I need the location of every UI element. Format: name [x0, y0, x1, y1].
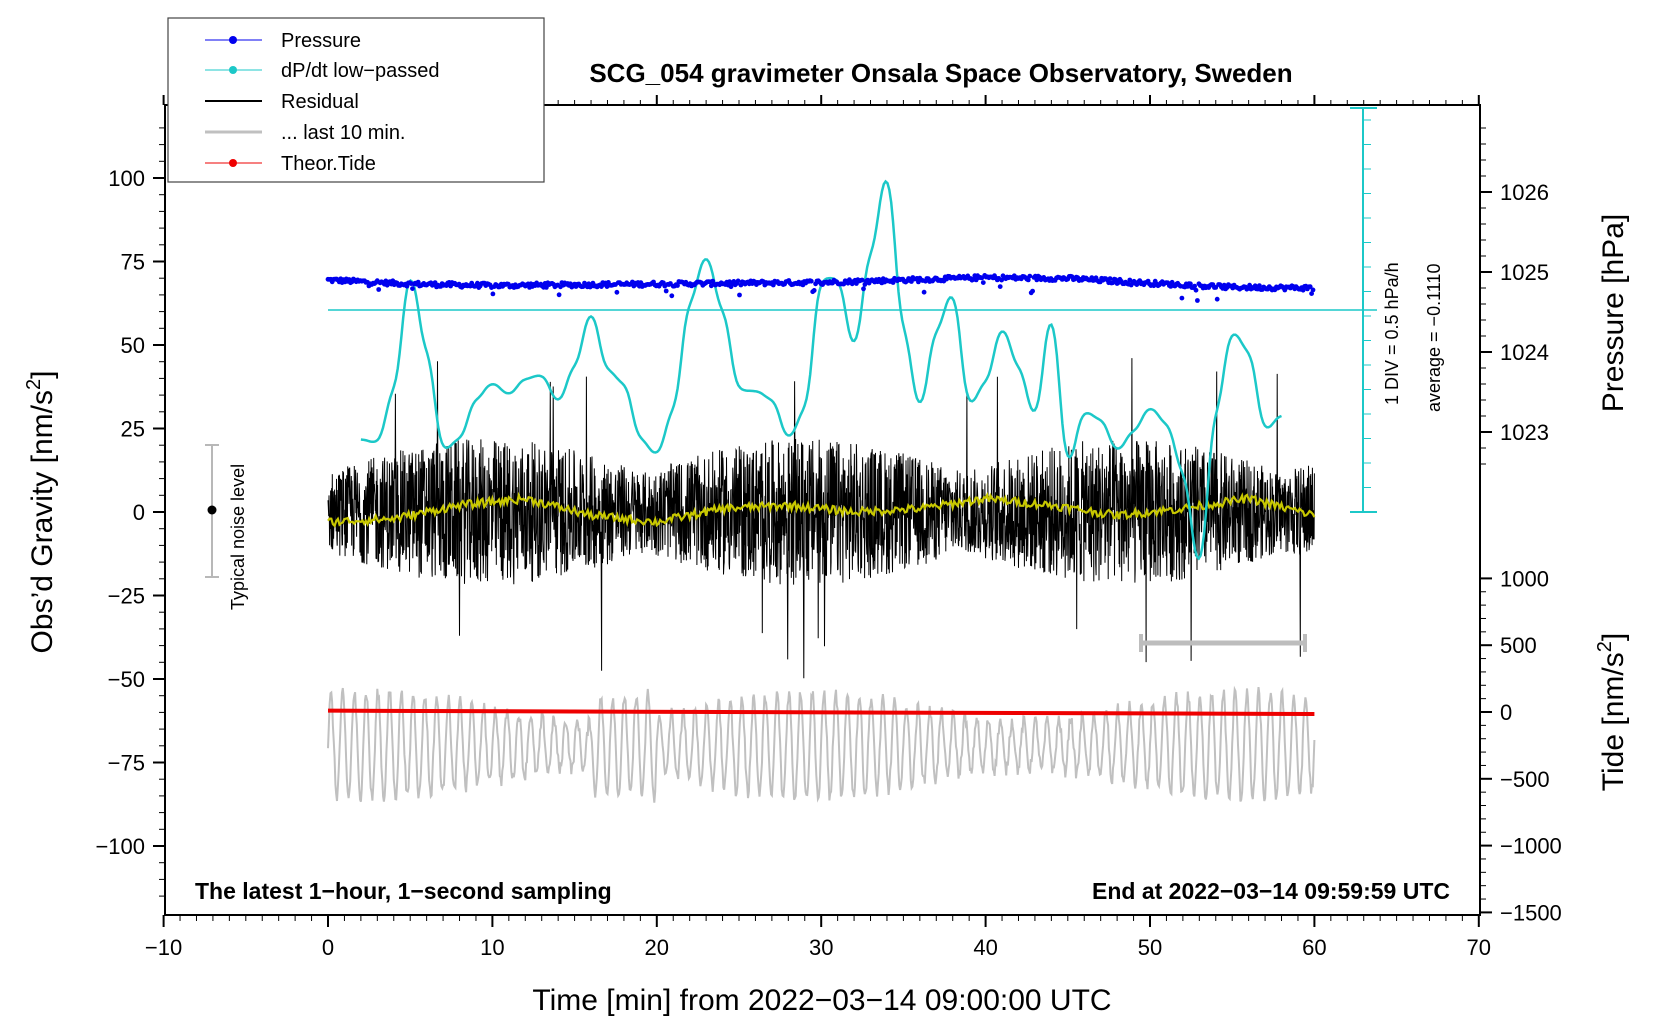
- chart-title: SCG_054 gravimeter Onsala Space Observat…: [589, 58, 1292, 88]
- tide-tick-label: 500: [1500, 633, 1537, 658]
- pressure-point: [1300, 287, 1306, 293]
- x-tick-label: 70: [1467, 935, 1491, 960]
- gravity-tick-label: 50: [121, 333, 145, 358]
- gravity-tick-label: 100: [108, 166, 145, 191]
- last10-layer: [327, 685, 1316, 803]
- pressure-tick-label: 1024: [1500, 340, 1549, 365]
- pressure-point: [1027, 273, 1033, 279]
- pressure-point: [861, 286, 866, 292]
- legend-dpdt-label: dP/dt low−passed: [281, 60, 439, 82]
- residual-line: [327, 358, 1315, 679]
- y-axis-title-gravity: Obs’d Gravity [nm/s2]: [23, 371, 59, 654]
- legend-tide-label: Theor.Tide: [281, 153, 376, 175]
- y-axis-title-pressure: Pressure [hPa]: [1597, 214, 1630, 412]
- plot-frame: [164, 104, 1481, 916]
- note-right: End at 2022−03−14 09:59:59 UTC: [1092, 878, 1450, 904]
- legend-residual-label: Residual: [281, 91, 359, 113]
- dpdt-scale-bar: [1350, 107, 1377, 513]
- scale-label: 1 DIV = 0.5 hPa/h: [1382, 262, 1402, 405]
- pressure-point: [980, 280, 986, 285]
- pressure-point: [669, 293, 675, 299]
- pressure-point: [663, 288, 669, 294]
- pressure-point: [1214, 296, 1220, 302]
- pressure-tick-label: 1023: [1500, 420, 1549, 445]
- legend-pressure-marker: [229, 36, 237, 44]
- legend-dpdt-marker: [229, 66, 237, 74]
- axes-layer: −10 0 10 20 30 40 50 60 701007550250−25−50−75−10…: [95, 95, 1562, 960]
- note-left: The latest 1−hour, 1−second sampling: [195, 878, 612, 904]
- pressure-point: [811, 288, 817, 293]
- noise-level-marker: [205, 444, 219, 578]
- x-tick-label: −10: [145, 935, 182, 960]
- pressure-tick-label: 1026: [1500, 180, 1549, 205]
- tide-tick-label: 1000: [1500, 566, 1549, 591]
- legend-pressure-label: Pressure: [281, 30, 361, 52]
- noise-label: Typical noise level: [228, 464, 248, 610]
- x-tick-label: 20: [645, 935, 669, 960]
- pressure-point: [921, 289, 927, 295]
- residual-layer: [327, 358, 1315, 679]
- pressure-point: [1030, 288, 1035, 294]
- tide-line: [327, 708, 1315, 717]
- gravity-tick-label: −75: [108, 751, 145, 776]
- pressure-layer: [325, 273, 1316, 303]
- gravity-tick-label: 0: [133, 500, 145, 525]
- pressure-point: [1309, 291, 1314, 296]
- tide-tick-label: 0: [1500, 700, 1512, 725]
- average-label: average = −0.1110: [1424, 264, 1444, 412]
- residual-smooth-line: [327, 491, 1316, 528]
- pressure-point: [1192, 283, 1197, 289]
- x-axis-title: Time [min] from 2022−03−14 09:00:00 UTC: [532, 984, 1111, 1017]
- last10-line: [327, 685, 1316, 803]
- residual-smooth-layer: [327, 491, 1316, 528]
- gravity-tick-label: −25: [108, 584, 145, 609]
- pressure-point: [737, 292, 742, 298]
- gravity-tick-label: −100: [95, 834, 145, 859]
- tide-tick-label: −500: [1500, 767, 1550, 792]
- pressure-point: [808, 278, 814, 284]
- pressure-point: [376, 287, 382, 292]
- gravity-tick-label: 25: [121, 417, 145, 442]
- tide-tick-label: −1000: [1500, 834, 1562, 859]
- pressure-point: [1193, 287, 1199, 293]
- tide-layer: [327, 708, 1315, 717]
- y-axis-title-tide: Tide [nm/s2]: [1594, 633, 1630, 791]
- x-tick-label: 60: [1302, 935, 1326, 960]
- pressure-point: [1257, 283, 1262, 288]
- last10-bracket: [1139, 634, 1307, 652]
- pressure-point: [859, 277, 865, 283]
- tide-tick-label: −1500: [1500, 900, 1562, 925]
- pressure-point: [490, 291, 496, 297]
- pressure-point: [1188, 281, 1193, 287]
- x-tick-label: 10: [480, 935, 504, 960]
- pressure-point: [410, 286, 415, 291]
- legend: Pressure dP/dt low−passed Residual ... l…: [167, 17, 545, 183]
- pressure-point: [675, 283, 680, 288]
- pressure-point: [1179, 295, 1185, 301]
- pressure-tick-label: 1025: [1500, 260, 1549, 285]
- pressure-point: [556, 292, 562, 298]
- x-tick-label: 50: [1138, 935, 1162, 960]
- pressure-point: [415, 279, 421, 285]
- x-tick-label: 0: [322, 935, 334, 960]
- pressure-point: [1025, 277, 1031, 283]
- legend-last10-label: ... last 10 min.: [281, 122, 406, 144]
- pressure-point: [1307, 284, 1313, 290]
- x-tick-label: 30: [809, 935, 833, 960]
- gravity-tick-label: 75: [121, 250, 145, 275]
- gravity-tick-label: −50: [108, 667, 145, 692]
- x-tick-label: 40: [973, 935, 997, 960]
- pressure-point: [1195, 298, 1200, 303]
- pressure-point: [735, 278, 741, 284]
- pressure-point: [1107, 276, 1113, 281]
- pressure-point: [614, 289, 620, 295]
- pressure-point: [1310, 287, 1316, 293]
- pressure-point: [997, 284, 1003, 289]
- legend-tide-marker: [229, 159, 237, 167]
- noise-dot: [207, 505, 217, 515]
